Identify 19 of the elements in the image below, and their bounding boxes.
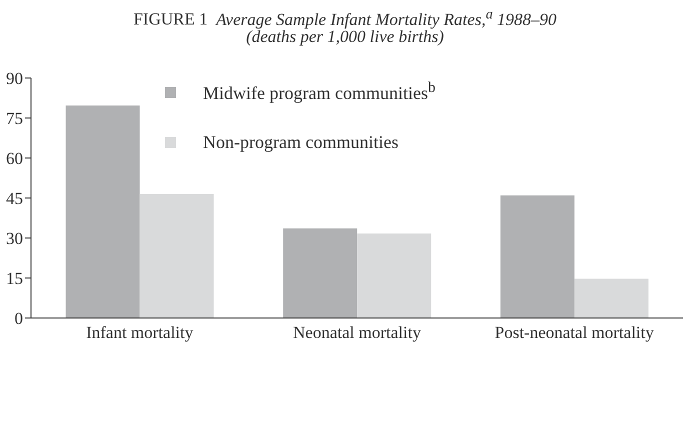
x-tick-label: Post-neonatal mortality bbox=[494, 323, 654, 342]
chart-title: FIGURE 1 Average Sample Infant Mortality Rates,$^{a}$ 1988–90 bbox=[133, 6, 557, 29]
y-tick-label: 75 bbox=[6, 109, 23, 128]
bar bbox=[140, 194, 214, 318]
bar bbox=[574, 278, 648, 318]
y-tick-label: 0 bbox=[14, 309, 23, 328]
y-tick-label: 15 bbox=[6, 269, 23, 288]
x-tick-label: Infant mortality bbox=[86, 323, 194, 342]
bar bbox=[66, 105, 140, 318]
bar bbox=[357, 233, 432, 318]
y-tick-label: 60 bbox=[6, 149, 23, 168]
y-tick-label: 30 bbox=[6, 229, 23, 248]
legend-label: Non-program communities bbox=[203, 132, 398, 152]
legend-label: Midwife program communities$^{b}$ bbox=[203, 80, 436, 104]
y-tick-label: 90 bbox=[6, 69, 23, 88]
bar bbox=[500, 195, 574, 318]
x-tick-label: Neonatal mortality bbox=[293, 323, 422, 342]
bar bbox=[283, 228, 358, 318]
y-tick-label: 45 bbox=[6, 189, 23, 208]
